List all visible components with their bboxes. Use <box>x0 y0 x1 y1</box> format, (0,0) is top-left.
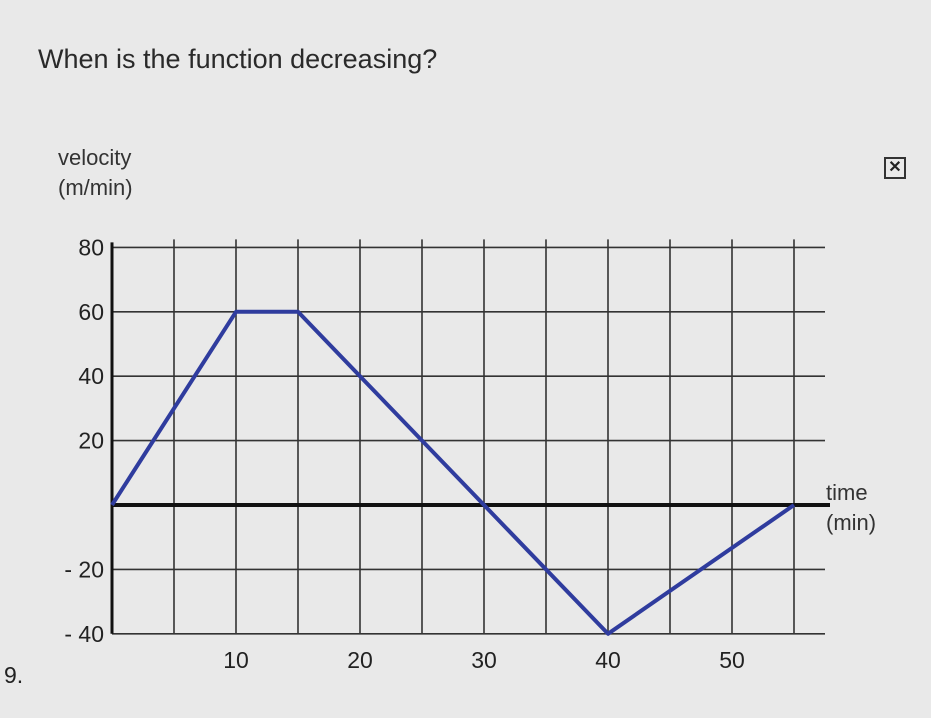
x-tick-label: 30 <box>471 647 497 673</box>
x-tick-label: 20 <box>347 647 373 673</box>
x-tick-label: 40 <box>595 647 621 673</box>
x-axis-label: time (min) <box>826 478 876 538</box>
x-label-line1: time <box>826 480 868 505</box>
y-tick-label: 20 <box>78 428 104 454</box>
y-tick-label: 40 <box>78 363 104 389</box>
x-tick-label: 50 <box>719 647 745 673</box>
x-label-line2: (min) <box>826 510 877 535</box>
data-line <box>110 309 796 636</box>
close-box-icon[interactable]: ✕ <box>884 157 906 179</box>
y-tick-label: 60 <box>78 299 104 325</box>
y-tick-label: 80 <box>78 234 104 260</box>
question-text: When is the function decreasing? <box>38 44 438 74</box>
y-label-line1: velocity <box>58 145 132 170</box>
problem-number: 9. <box>4 662 24 688</box>
y-axis-label: velocity (m/min) <box>58 143 133 203</box>
y-label-line2: (m/min) <box>58 175 133 200</box>
x-tick-label: 10 <box>223 647 249 673</box>
y-tick-label: - 20 <box>64 556 104 582</box>
y-tick-label: - 40 <box>64 621 104 647</box>
